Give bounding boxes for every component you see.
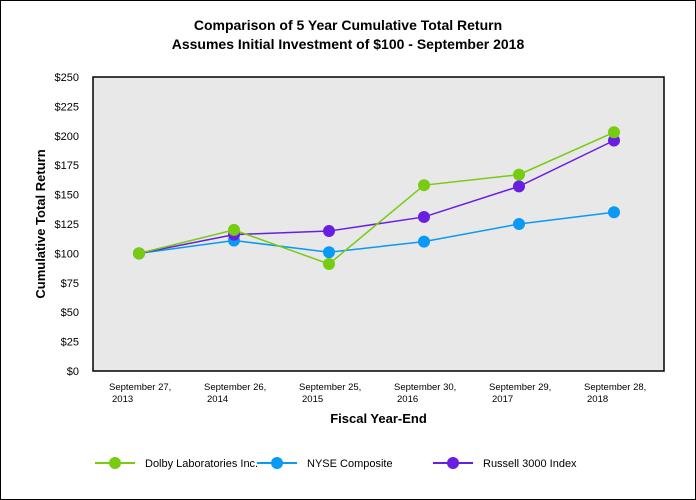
legend-label: Russell 3000 Index [483, 458, 577, 470]
legend-marker [271, 457, 283, 469]
y-tick-label: $175 [55, 160, 79, 172]
legend-label: NYSE Composite [307, 458, 393, 470]
y-tick-label: $150 [55, 190, 79, 202]
x-tick-label: 2015 [302, 394, 323, 405]
y-tick-label: $250 [55, 72, 79, 84]
y-tick-label: $50 [61, 307, 79, 319]
y-tick-label: $75 [61, 278, 79, 290]
chart-title: Comparison of 5 Year Cumulative Total Re… [193, 17, 503, 33]
y-tick-label: $200 [55, 131, 79, 143]
data-point [323, 246, 335, 259]
x-tick-label: 2017 [492, 394, 513, 405]
x-tick-label: 2016 [397, 394, 418, 405]
x-tick-label: September 30, [394, 382, 456, 393]
data-point [418, 210, 430, 223]
x-tick-label: September 28, [584, 382, 646, 393]
data-point [513, 168, 525, 181]
y-tick-label: $125 [55, 219, 79, 231]
data-point [418, 179, 430, 192]
y-tick-label: $0 [67, 366, 79, 378]
data-point [228, 223, 240, 236]
data-point [513, 218, 525, 230]
y-tick-label: $100 [55, 248, 79, 260]
y-axis-label: Cumulative Total Return [33, 149, 48, 298]
data-point [323, 257, 335, 270]
data-point [513, 180, 525, 193]
y-tick-label: $25 [61, 337, 79, 349]
x-tick-label: 2014 [207, 394, 228, 405]
x-axis-label: Fiscal Year-End [330, 411, 427, 426]
data-point [133, 247, 145, 260]
series-line [138, 131, 615, 265]
x-tick-label: September 25, [299, 382, 361, 393]
x-tick-label: September 29, [489, 382, 551, 393]
legend-marker [447, 457, 459, 469]
legend-label: Dolby Laboratories Inc. [145, 458, 258, 470]
y-tick-label: $225 [55, 101, 79, 113]
x-tick-label: 2013 [112, 394, 133, 405]
chart-subtitle: Assumes Initial Investment of $100 - Sep… [171, 36, 525, 52]
x-tick-label: 2018 [587, 394, 608, 405]
data-point [608, 134, 620, 147]
series-line [138, 211, 615, 255]
x-tick-label: September 27, [109, 382, 171, 393]
data-point [418, 235, 430, 248]
x-tick-label: September 26, [204, 382, 266, 393]
legend-marker [109, 457, 121, 469]
data-point [608, 126, 620, 139]
data-point [608, 206, 620, 219]
data-point [323, 225, 335, 238]
